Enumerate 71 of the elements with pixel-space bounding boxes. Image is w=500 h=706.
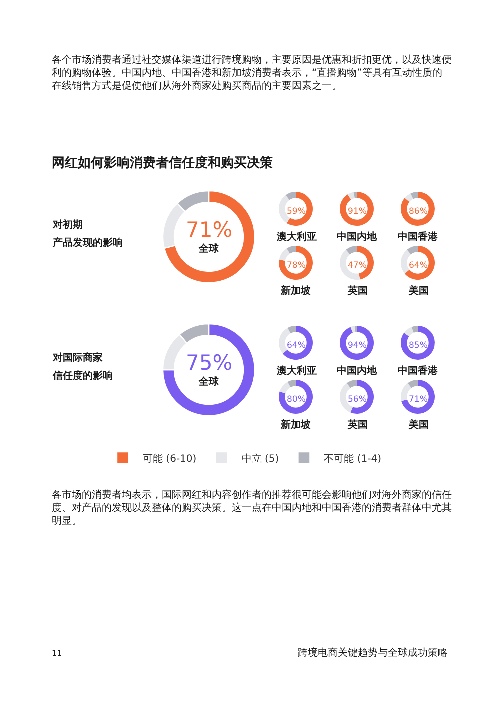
donut-slice <box>408 380 418 388</box>
donut-slice <box>407 246 418 255</box>
text: 澳大利亚 <box>276 231 317 243</box>
text: 全球 <box>198 243 220 255</box>
donut-slice <box>286 192 296 200</box>
data-label: 59% <box>287 207 306 217</box>
text: 对初期 <box>52 219 83 231</box>
donut-slice <box>350 326 356 333</box>
text: 各个市场消费者通过社交媒体渠道进行跨境购物，主要原因是优惠和折扣更优，以及快速便利的购物体验。中国内地、中国香港和新加坡消费者表示，“直播购物”等具有互动性质的在线销售方式是促使他们从海外商家处购买商品的主要因素之一。 <box>52 54 452 92</box>
donut-slice <box>288 380 296 388</box>
text: 新加坡 <box>280 419 312 431</box>
donut-slice <box>282 326 313 360</box>
text: 跨境电商关键趋势与全球成功策略 <box>298 647 448 659</box>
data-label: 56% <box>348 395 367 405</box>
donut-slice <box>347 380 357 388</box>
text: 各市场的消费者均表示，国际网红和内容创作者的推荐很可能会影响他们对海外商家的信任度、对产品的发现以及整体的购买决策。这一点在中国内地和中国香港的消费者群体中尤其明显。 <box>52 489 452 527</box>
donut-slice <box>162 323 256 417</box>
text: 中国香港 <box>398 231 439 243</box>
legend-label: 中立 (5) <box>242 452 280 465</box>
data-label: 80% <box>287 395 306 405</box>
text: 网红如何影响消费者信任度和购买决策 <box>52 155 274 171</box>
donut-slice <box>350 380 374 414</box>
donut-slice <box>279 380 313 414</box>
donut-slice <box>286 246 296 254</box>
data-label: 94% <box>348 341 367 351</box>
donut-slice <box>354 192 357 198</box>
text: 美国 <box>408 285 429 297</box>
donut-slice <box>401 326 435 360</box>
donut-slice <box>402 380 435 414</box>
donut-slice <box>410 192 418 200</box>
legend-label: 可能 (6-10) <box>143 452 197 465</box>
text: 产品发现的影响 <box>52 237 123 249</box>
data-label: 71% <box>186 218 233 242</box>
text: 对国际商家 <box>52 352 103 364</box>
data-label: 71% <box>409 395 428 405</box>
data-label: 64% <box>287 341 306 351</box>
text: 美国 <box>408 419 429 431</box>
text: 全球 <box>198 376 220 388</box>
donut-slice <box>164 190 256 284</box>
data-label: 86% <box>409 207 428 217</box>
data-label: 75% <box>186 351 233 375</box>
donut-slice <box>404 246 435 280</box>
text: 英国 <box>347 285 368 297</box>
text: 中国内地 <box>337 365 378 377</box>
donut-slice <box>286 192 313 226</box>
data-label: 91% <box>348 207 367 217</box>
donut-slice <box>280 382 291 394</box>
donut-slice <box>401 192 435 226</box>
donut-slice <box>279 246 313 280</box>
data-label: 85% <box>409 341 428 351</box>
text: 信任度的影响 <box>52 370 113 382</box>
data-label: 78% <box>287 261 306 271</box>
donut-slice <box>412 326 418 333</box>
donut-slice <box>404 194 414 202</box>
text: 11 <box>52 649 62 658</box>
data-label: 64% <box>409 261 428 271</box>
text: 中国香港 <box>398 365 439 377</box>
text: 澳大利亚 <box>276 365 317 377</box>
donut-slice <box>340 326 374 360</box>
donut-slice <box>404 327 414 337</box>
text: 中国内地 <box>337 231 378 243</box>
donut-slice <box>346 246 357 255</box>
donut-slice <box>288 326 296 334</box>
text: 新加坡 <box>280 285 312 297</box>
data-label: 47% <box>348 261 367 271</box>
donut-slice <box>340 192 374 226</box>
legend-label: 不可能 (1-4) <box>324 452 382 465</box>
donut-slice <box>279 248 290 261</box>
text: 英国 <box>347 419 368 431</box>
donut-slice <box>348 192 355 200</box>
donut-slice <box>401 250 412 274</box>
